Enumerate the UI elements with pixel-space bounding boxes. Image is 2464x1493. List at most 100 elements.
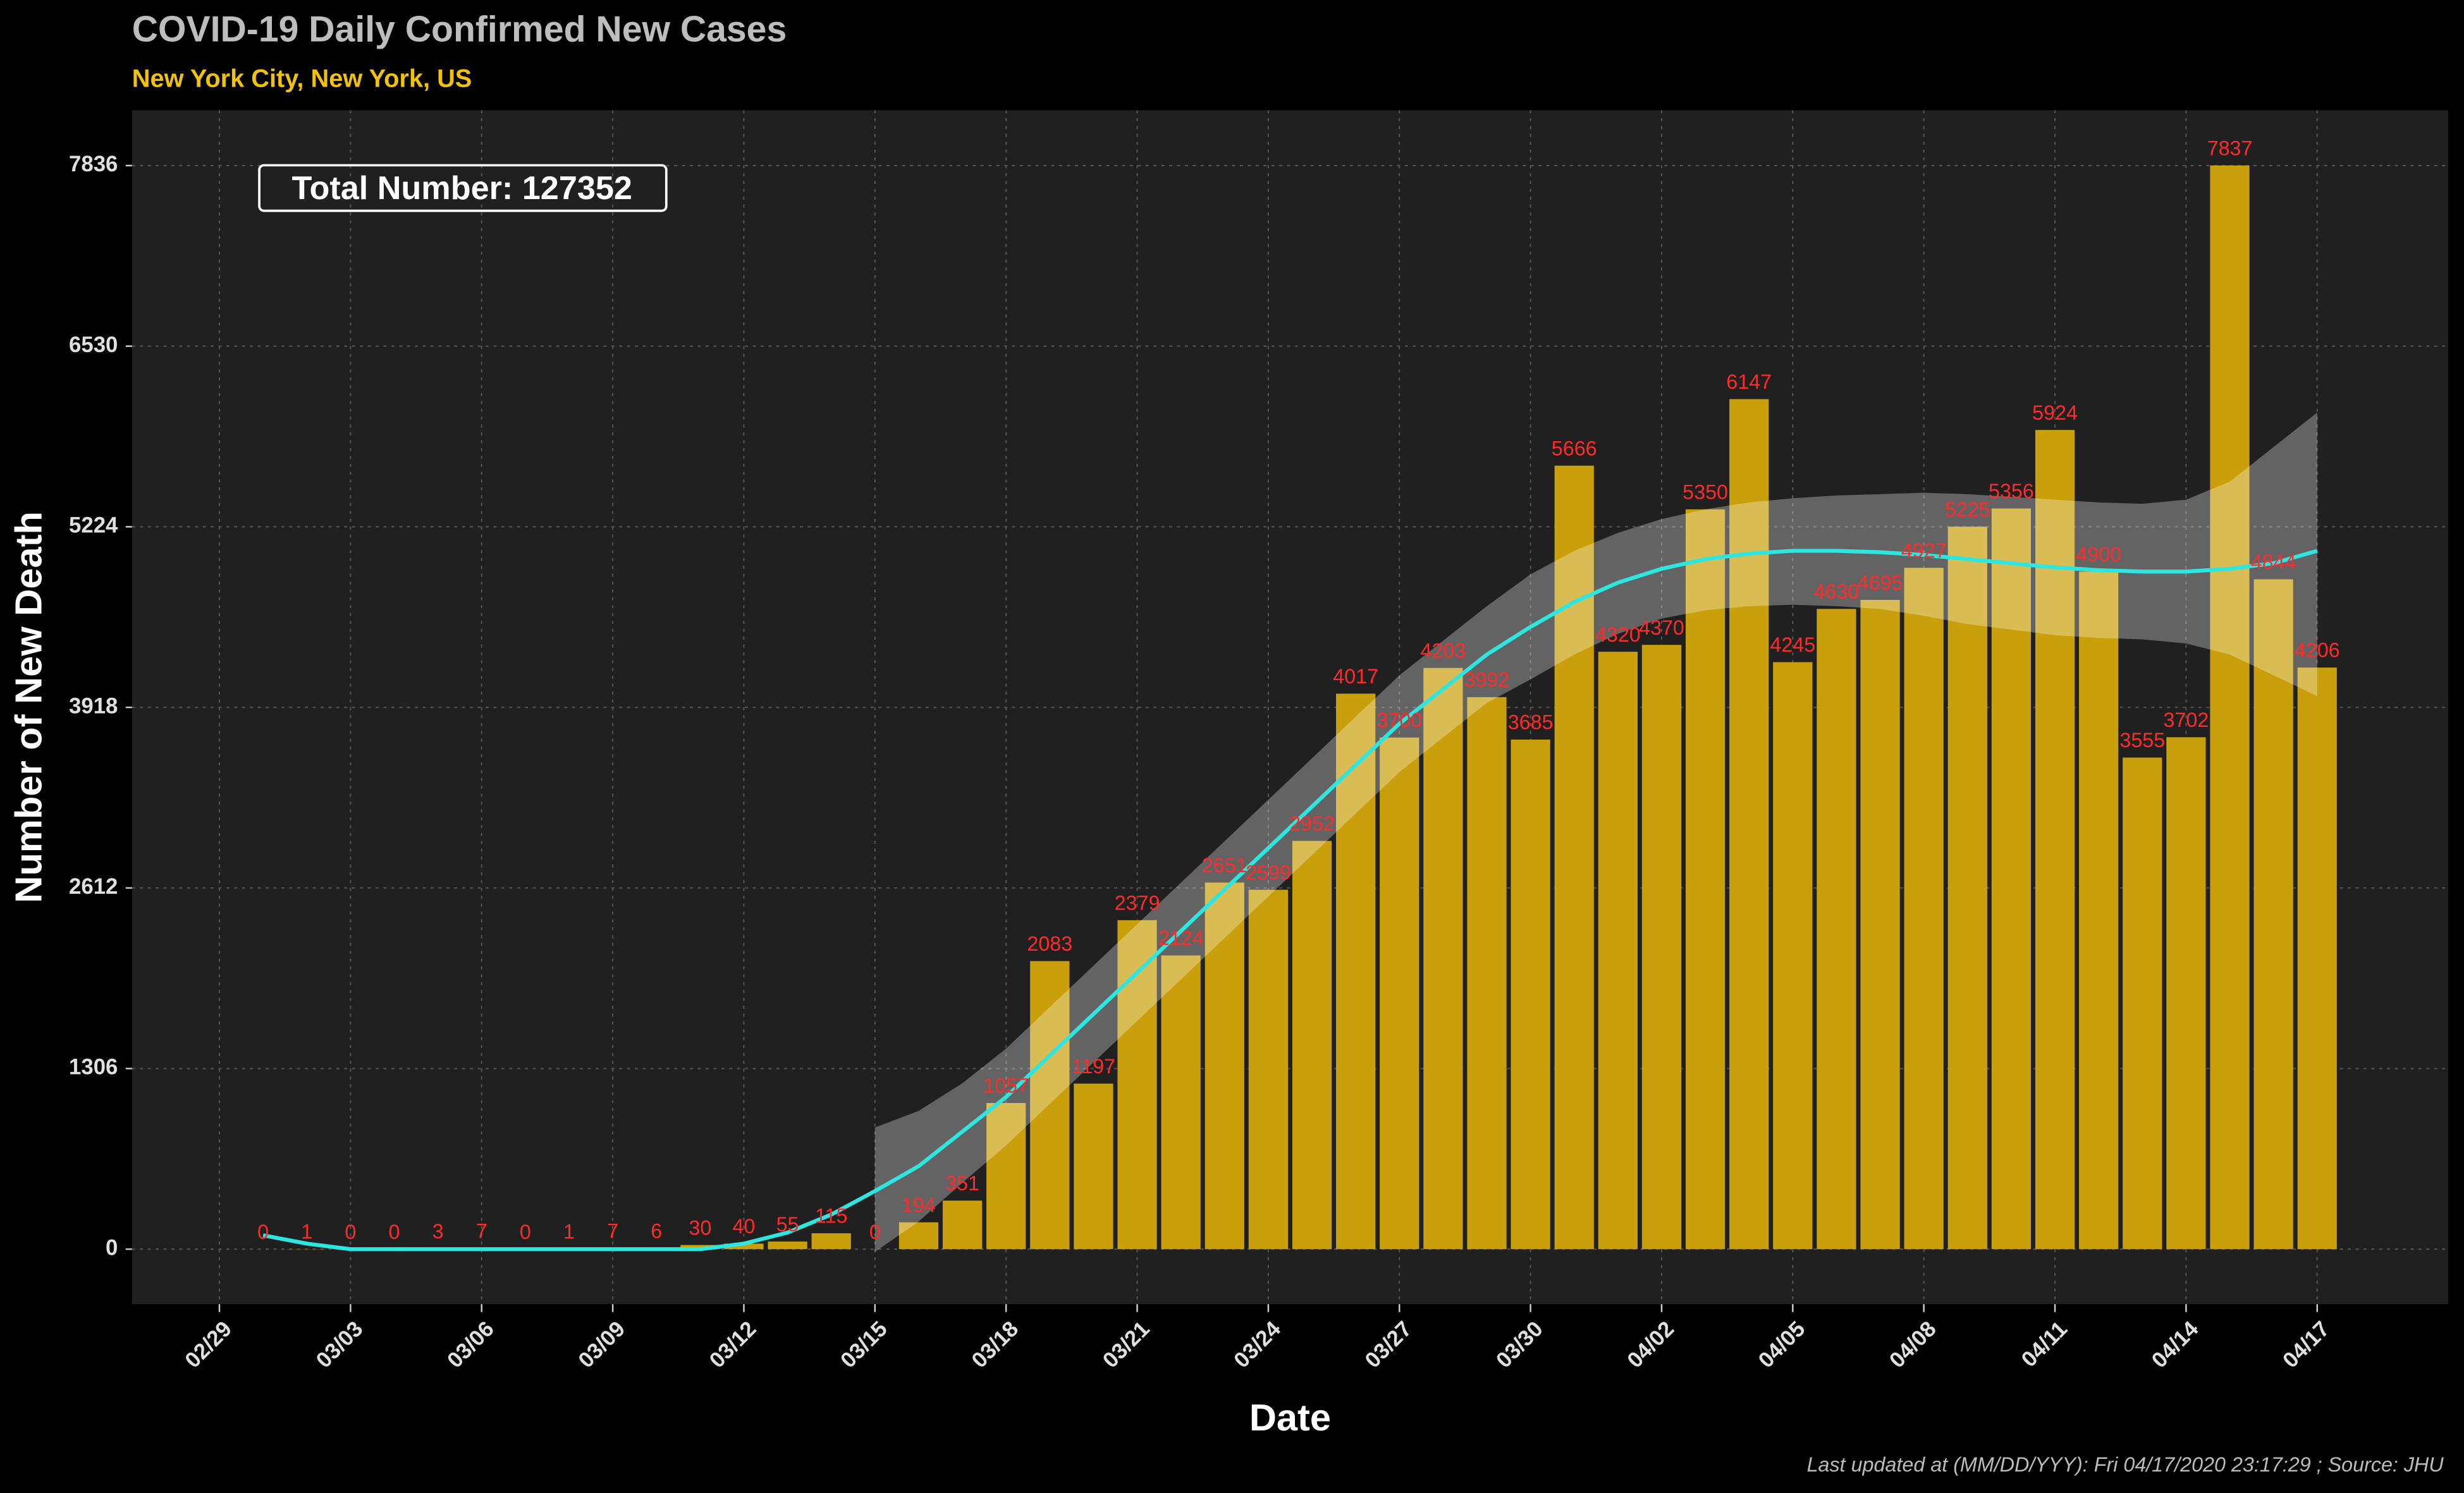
data-label: 0 xyxy=(257,1221,269,1243)
bar xyxy=(1773,662,1813,1250)
chart-title: COVID-19 Daily Confirmed New Cases xyxy=(132,9,787,49)
bar xyxy=(2210,165,2250,1250)
data-label: 1057 xyxy=(983,1075,1029,1097)
chart-subtitle: New York City, New York, US xyxy=(132,65,472,93)
bar xyxy=(1380,737,1419,1250)
bar xyxy=(2253,579,2293,1250)
bar xyxy=(1248,889,1289,1250)
data-label: 30 xyxy=(689,1216,711,1239)
bar xyxy=(2166,737,2206,1250)
data-label: 5350 xyxy=(1683,480,1728,503)
bar xyxy=(2297,667,2337,1250)
bar xyxy=(1860,600,1900,1250)
data-label: 5225 xyxy=(1945,498,1990,521)
bar xyxy=(1423,667,1463,1250)
data-label: 0 xyxy=(345,1221,356,1243)
y-tick-label: 0 xyxy=(106,1236,118,1260)
confidence-band xyxy=(874,412,2317,1252)
data-label: 40 xyxy=(732,1215,755,1238)
data-label: 6 xyxy=(651,1220,662,1243)
bar xyxy=(1161,955,1201,1250)
data-label: 2599 xyxy=(1246,861,1291,884)
y-tick-label: 6530 xyxy=(69,333,118,357)
data-label: 4844 xyxy=(2251,551,2296,573)
data-label: 0 xyxy=(520,1221,531,1243)
data-label: 7837 xyxy=(2207,137,2253,159)
data-label: 6147 xyxy=(1726,370,1772,393)
data-label: 1 xyxy=(301,1221,312,1243)
bar xyxy=(811,1233,851,1250)
data-label: 2083 xyxy=(1027,932,1072,955)
data-label: 4630 xyxy=(1814,580,1860,603)
data-label: 0 xyxy=(869,1221,881,1243)
bar xyxy=(898,1222,939,1250)
data-label: 3700 xyxy=(1376,709,1422,731)
annotation-box xyxy=(258,164,668,212)
bar xyxy=(986,1102,1026,1250)
data-label: 3 xyxy=(432,1220,444,1243)
bar xyxy=(680,1245,720,1250)
bar xyxy=(1292,841,1332,1250)
data-label: 5356 xyxy=(1989,480,2034,503)
y-tick-label: 7836 xyxy=(69,152,118,176)
data-label: 3685 xyxy=(1508,711,1554,734)
bar xyxy=(1817,609,1856,1250)
bar xyxy=(1729,399,1769,1250)
data-label: 5666 xyxy=(1552,437,1597,460)
bar xyxy=(768,1241,807,1250)
data-label: 4695 xyxy=(1858,571,1903,594)
data-label: 351 xyxy=(945,1172,979,1195)
data-label: 55 xyxy=(776,1213,799,1236)
trend-line xyxy=(262,549,2318,1252)
footer: Last updated at (MM/DD/YYY): Fri 04/17/2… xyxy=(1807,1453,2444,1476)
data-label: 4206 xyxy=(2295,639,2340,662)
bar xyxy=(2079,571,2119,1250)
data-label: 1 xyxy=(563,1221,575,1243)
data-label: 194 xyxy=(902,1193,936,1216)
data-label: 3992 xyxy=(1464,669,1510,692)
bar xyxy=(1336,693,1376,1250)
data-label: 4203 xyxy=(1420,639,1466,662)
bar xyxy=(1904,568,1944,1250)
y-axis-title: Number of New Death xyxy=(7,511,49,903)
data-label: 2651 xyxy=(1202,854,1247,877)
y-tick-label: 3918 xyxy=(69,694,118,718)
bar xyxy=(1511,740,1550,1250)
bar xyxy=(1204,882,1244,1250)
bar xyxy=(1030,961,1070,1250)
bar xyxy=(1598,652,1638,1250)
data-label: 3702 xyxy=(2163,709,2209,731)
bar xyxy=(1467,697,1507,1250)
data-label: 4245 xyxy=(1770,633,1815,656)
data-label: 115 xyxy=(815,1205,847,1228)
annotation: Total Number: 127352 xyxy=(291,170,632,207)
data-label: 1197 xyxy=(1072,1055,1115,1078)
data-label: 7 xyxy=(607,1219,618,1242)
data-label: 4017 xyxy=(1333,665,1378,688)
bar xyxy=(724,1243,764,1250)
bar xyxy=(942,1200,983,1250)
data-label: 7 xyxy=(476,1219,487,1242)
data-label: 0 xyxy=(389,1221,400,1243)
y-tick-label: 5224 xyxy=(69,514,118,538)
bar xyxy=(1641,645,1682,1250)
bar xyxy=(2123,757,2162,1250)
data-label: 4900 xyxy=(2076,543,2121,566)
data-label: 4320 xyxy=(1595,623,1641,646)
data-label: 2952 xyxy=(1289,812,1335,835)
bar xyxy=(1685,509,1725,1250)
x-axis-title: Date xyxy=(1249,1396,1331,1439)
data-label: 4927 xyxy=(1901,539,1947,562)
bar xyxy=(1991,508,2032,1250)
data-label: 5924 xyxy=(2032,401,2078,424)
bar xyxy=(1074,1083,1113,1250)
y-tick-label: 2612 xyxy=(69,875,118,899)
y-tick-label: 1306 xyxy=(69,1056,118,1080)
data-label: 3555 xyxy=(2119,729,2165,752)
data-label: 2379 xyxy=(1115,891,1160,914)
bar xyxy=(1947,527,1987,1250)
data-label: 4370 xyxy=(1639,616,1684,639)
